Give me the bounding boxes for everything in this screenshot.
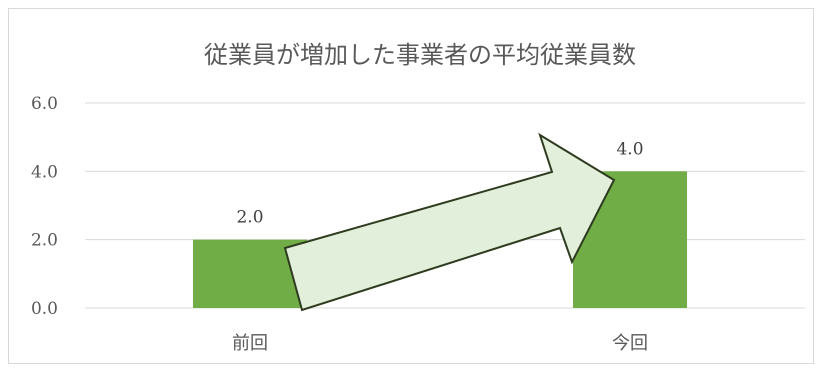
increase-arrow-icon bbox=[283, 132, 616, 312]
y-tick-label: 4.0 bbox=[31, 162, 58, 182]
data-label: 2.0 bbox=[236, 208, 263, 228]
chart-title: 従業員が増加した事業者の平均従業員数 bbox=[204, 41, 636, 69]
y-tick-label: 6.0 bbox=[31, 94, 58, 114]
y-tick-label: 0.0 bbox=[31, 299, 58, 319]
y-tick-label: 2.0 bbox=[31, 231, 58, 251]
category-label: 今回 bbox=[612, 333, 648, 354]
y-axis-ticks: 0.0 2.0 4.0 6.0 bbox=[31, 94, 58, 319]
category-labels: 前回 今回 bbox=[232, 333, 648, 354]
category-label: 前回 bbox=[232, 333, 268, 354]
data-labels: 2.0 4.0 bbox=[236, 139, 643, 227]
bars bbox=[193, 171, 687, 308]
data-label: 4.0 bbox=[616, 139, 643, 159]
